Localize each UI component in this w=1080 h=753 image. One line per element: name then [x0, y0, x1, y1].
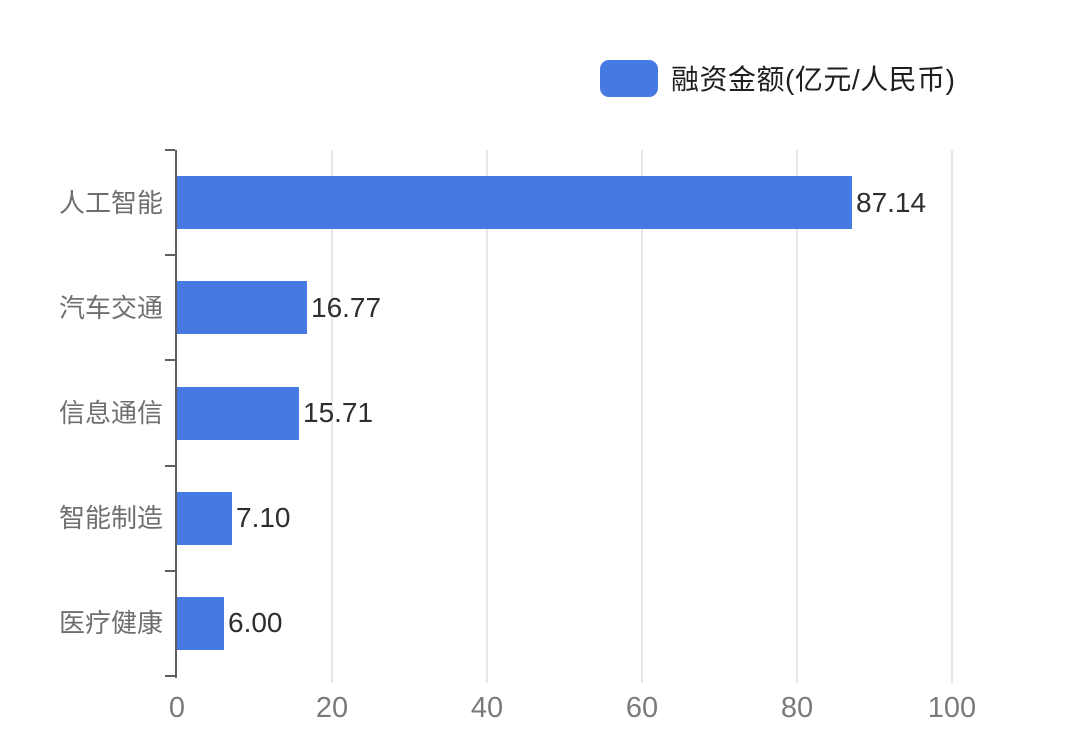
- gridline-x-20: [331, 150, 333, 683]
- bar[interactable]: [177, 597, 224, 650]
- gridline-x-60: [641, 150, 643, 683]
- category-label: 智能制造: [58, 503, 163, 534]
- legend-item[interactable]: 融资金额(亿元/人民币): [600, 58, 955, 98]
- x-axis-tick-label: 60: [625, 692, 659, 724]
- y-axis-tick: [165, 569, 175, 572]
- x-axis-tick-label: 20: [315, 692, 349, 724]
- legend-swatch-icon: [600, 59, 658, 97]
- y-axis-tick: [165, 464, 175, 467]
- y-axis-tick: [165, 149, 175, 151]
- gridline-x-40: [486, 150, 488, 683]
- bar[interactable]: [177, 387, 299, 440]
- value-label: 87.14: [856, 186, 927, 218]
- y-axis-line: [175, 150, 177, 678]
- gridline-x-100: [951, 150, 953, 683]
- y-axis-tick: [165, 675, 175, 677]
- y-axis-tick: [165, 254, 175, 257]
- category-label: 医疗健康: [58, 608, 163, 639]
- value-label: 15.71: [303, 397, 374, 428]
- gridline-x-80: [796, 150, 798, 683]
- value-label: 7.10: [236, 502, 291, 534]
- legend-label: 融资金额(亿元/人民币): [671, 64, 956, 95]
- value-label: 6.00: [228, 607, 283, 639]
- x-axis-tick-label: 80: [780, 692, 814, 724]
- category-label: 汽车交通: [58, 292, 163, 323]
- x-axis-tick-label: 40: [470, 692, 504, 724]
- value-label: 16.77: [311, 291, 382, 323]
- category-label: 人工智能: [58, 187, 163, 218]
- category-label: 信息通信: [58, 398, 163, 428]
- x-axis-tick-label: 100: [927, 692, 977, 724]
- x-axis-tick-label: 0: [168, 692, 186, 724]
- bar[interactable]: [177, 281, 307, 334]
- bar[interactable]: [177, 176, 852, 229]
- bar[interactable]: [177, 492, 232, 545]
- y-axis-tick: [165, 359, 175, 362]
